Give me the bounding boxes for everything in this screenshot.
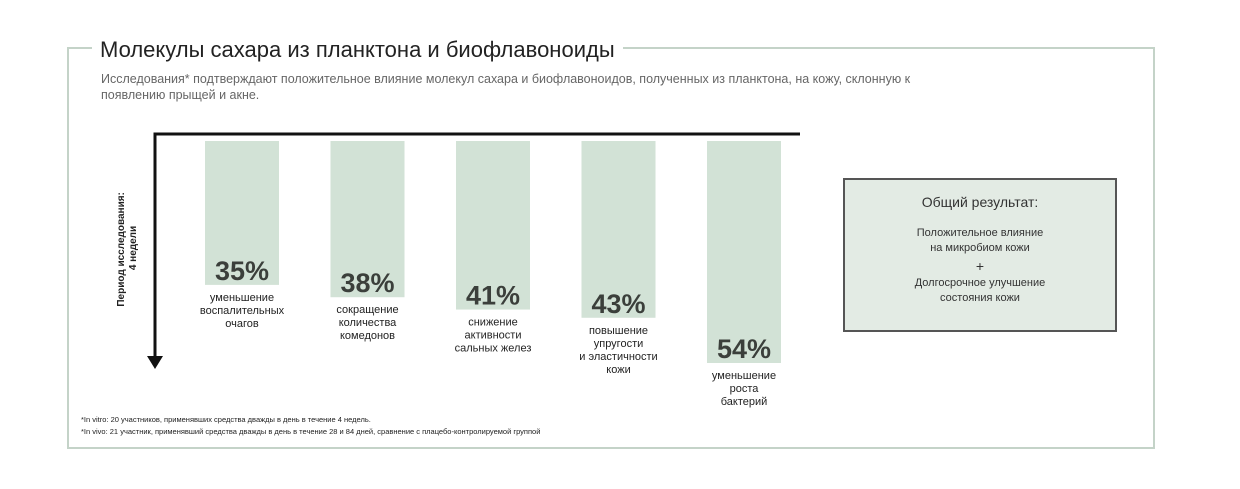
footnote-in-vivo: *In vivo: 21 участник, применявший средс… [81, 427, 541, 436]
y-axis-arrow [147, 356, 163, 369]
category-label-1-line-3: очагов [225, 318, 259, 330]
overall-result-box: Общий результат: Положительное влияние н… [843, 178, 1117, 332]
chart-title: Молекулы сахара из планктона и биофлавон… [92, 36, 623, 64]
category-label-1-line-2: воспалительных [200, 305, 285, 317]
footnote-in-vitro: *In vitro: 20 участников, применявших ср… [81, 415, 371, 424]
category-label-4-line-3: и эластичности [579, 351, 657, 363]
category-label-4-line-2: упругости [594, 338, 644, 350]
y-axis-label-line2: 4 недели [128, 226, 139, 270]
bar-4 [581, 141, 656, 318]
axes-layer [147, 132, 800, 369]
category-label-5-line-2: роста [730, 383, 760, 395]
bar-2 [330, 141, 405, 298]
category-label-3-line-1: снижение [468, 317, 518, 329]
category-label-5-line-1: уменьшение [712, 370, 776, 382]
category-label-5-line-3: бактерий [721, 396, 768, 408]
category-label-4-line-4: кожи [606, 364, 630, 376]
bar-5 [707, 141, 781, 363]
bars-layer: 35%уменьшение воспалительных очагов38%сокр… [200, 141, 781, 408]
result-line-3: Долгосрочное улучшение [914, 277, 1046, 289]
category-label-3-line-2: активности [465, 330, 522, 342]
category-label-4: повышение упругости и эластичности кожи [579, 325, 657, 376]
bar-value-label-2: 38% [340, 268, 394, 298]
category-label-1: уменьшение воспалительных очагов [200, 292, 285, 330]
category-label-2-line-1: сокращение [336, 304, 398, 316]
result-line-2: на микробиом кожи [930, 242, 1030, 254]
bar-1 [205, 141, 279, 285]
category-label-1-line-1: уменьшение [210, 292, 274, 304]
y-axis-label: Период исследования: 4 недели [116, 189, 139, 306]
result-line-1: Положительное влияние [916, 227, 1044, 239]
footnotes: *In vitro: 20 участников, применявших ср… [81, 414, 540, 438]
category-label-2-line-3: комедонов [340, 330, 395, 342]
y-axis-label-line1: Период исследования: [116, 192, 127, 307]
category-label-2: сокращение количества комедонов [336, 304, 398, 342]
chart-subtitle: Исследования* подтверждают положительное… [101, 72, 911, 102]
category-label-3-line-3: сальных желез [455, 343, 532, 355]
bar-value-label-4: 43% [591, 289, 645, 319]
category-label-3: снижение активности сальных желез [455, 317, 532, 355]
bar-value-label-5: 54% [717, 334, 771, 364]
bar-value-label-3: 41% [466, 281, 520, 311]
bar-3 [456, 141, 530, 310]
bar-value-label-1: 35% [215, 256, 269, 286]
category-label-2-line-2: количества [339, 317, 397, 329]
result-plus: + [975, 258, 985, 274]
result-title: Общий результат: [921, 194, 1039, 210]
result-line-4: состояния кожи [940, 292, 1020, 304]
category-label-4-line-1: повышение [589, 325, 648, 337]
category-label-5: уменьшение роста бактерий [712, 370, 776, 408]
